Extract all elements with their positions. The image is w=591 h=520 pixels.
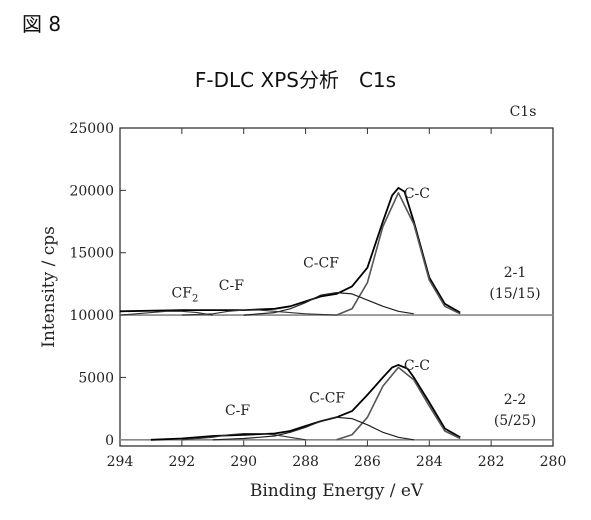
peak-label-2-1-0: CF2 xyxy=(172,286,199,305)
series-2-2-C-C xyxy=(337,367,461,439)
y-tick-label: 5000 xyxy=(78,370,114,386)
x-tick-label: 292 xyxy=(168,454,195,470)
y-tick-label: 25000 xyxy=(69,121,114,137)
peak-label-2-1-2: C-CF xyxy=(303,256,339,272)
x-tick-label: 284 xyxy=(416,454,443,470)
panel-label-2-2: 2-2 xyxy=(504,392,527,408)
x-tick-label: 286 xyxy=(354,454,381,470)
corner-label: C1s xyxy=(510,104,537,120)
x-tick-label: 280 xyxy=(540,454,567,470)
series-2-2-total xyxy=(151,365,460,440)
peak-label-2-1-1: C-F xyxy=(219,278,244,294)
x-tick-label: 290 xyxy=(230,454,257,470)
y-tick-label: 20000 xyxy=(69,183,114,199)
peak-label-2-2-2: C-C xyxy=(404,358,430,374)
panel-label-2-1: 2-1 xyxy=(504,265,527,281)
x-tick-label: 282 xyxy=(478,454,505,470)
panel-label-2-2: (5/25) xyxy=(494,413,536,429)
x-axis-label: Binding Energy / eV xyxy=(250,481,424,501)
x-tick-label: 288 xyxy=(292,454,319,470)
series-2-2-C-CF xyxy=(213,417,414,440)
peak-label-2-2-1: C-CF xyxy=(309,390,345,406)
x-tick-label: 294 xyxy=(107,454,134,470)
y-tick-label: 10000 xyxy=(69,308,114,324)
y-tick-label: 15000 xyxy=(69,246,114,262)
peak-label-subscript: 2 xyxy=(192,294,198,305)
peak-label-2-2-0: C-F xyxy=(225,403,250,419)
y-axis-label: Intensity / cps xyxy=(39,226,59,348)
peak-label-2-1-3: C-C xyxy=(404,186,430,202)
y-tick-label: 0 xyxy=(105,433,114,449)
panel-label-2-1: (15/15) xyxy=(489,286,540,302)
annotations: CF2 C-F C-CF C-C 2-1 (15/15) C-F C-CF C-C 2-2 (5/2… xyxy=(172,186,541,429)
